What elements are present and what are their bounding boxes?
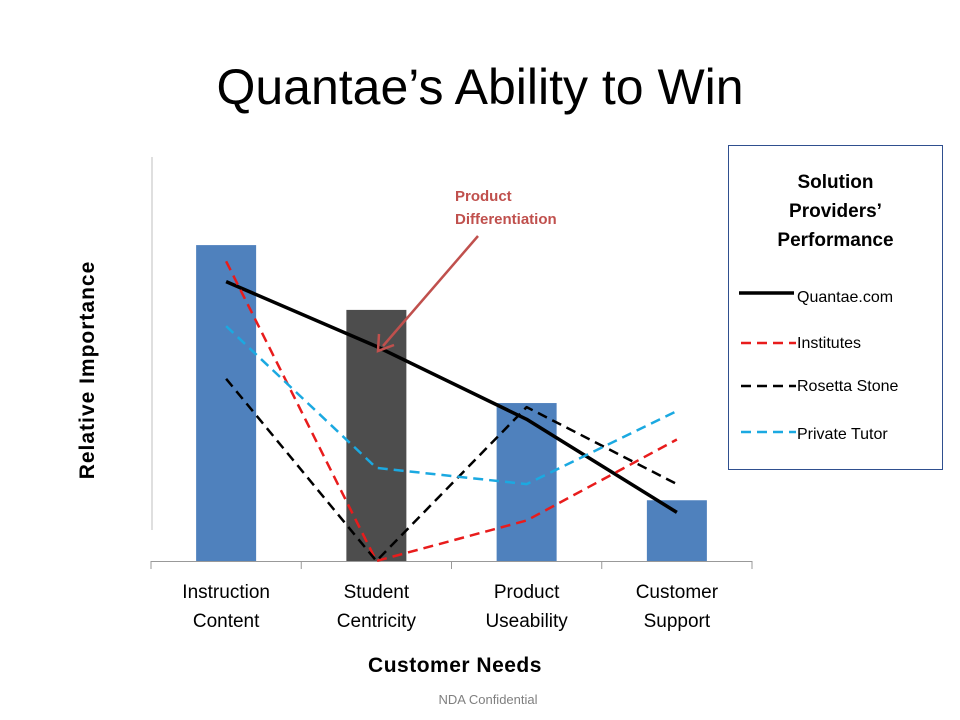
footer-confidential: NDA Confidential xyxy=(438,692,538,707)
annotation-arrow-shaft xyxy=(382,235,479,347)
x-tick-label: Support xyxy=(644,611,711,632)
legend-swatch-rosetta-stone xyxy=(741,384,796,388)
legend-swatch-institutes xyxy=(741,341,796,345)
annotation-arrow-head xyxy=(376,333,395,353)
legend-item-rosetta-stone: Rosetta Stone xyxy=(739,376,939,400)
series-line-private-tutor xyxy=(225,325,678,486)
x-axis-label: Customer Needs xyxy=(368,654,542,677)
x-tick-label: Product xyxy=(494,582,560,603)
series-line-rosetta-stone xyxy=(225,378,678,563)
legend-item-institutes: Institutes xyxy=(739,333,939,357)
legend-label-institutes: Institutes xyxy=(797,335,862,352)
x-tick-label: Content xyxy=(193,611,260,632)
legend-item-private-tutor: Private Tutor xyxy=(739,424,939,448)
bar xyxy=(646,500,707,561)
legend-item-quantae: Quantae.com xyxy=(739,287,939,311)
x-tick-label: Customer xyxy=(636,582,719,603)
annotation-text: Differentiation xyxy=(455,211,557,228)
series-line-quantae xyxy=(225,279,678,514)
legend-label-rosetta-stone: Rosetta Stone xyxy=(797,378,899,395)
x-tick-label: Centricity xyxy=(337,611,417,632)
x-tick-label: Instruction xyxy=(182,582,270,603)
chart-title: Quantae’s Ability to Win xyxy=(216,59,744,115)
legend-swatch-quantae xyxy=(739,291,794,295)
legend-title-line: Performance xyxy=(777,230,894,251)
legend: Solution Providers’ Performance Quantae.… xyxy=(728,145,943,470)
legend-label-private-tutor: Private Tutor xyxy=(797,426,888,443)
legend-title-line: Solution xyxy=(797,172,874,193)
y-axis-label: Relative Importance xyxy=(76,260,99,480)
legend-title-line: Providers’ xyxy=(789,201,882,222)
legend-title: Solution Providers’ Performance xyxy=(729,168,942,255)
annotation-text: Product xyxy=(455,188,512,205)
x-tick-label: Useability xyxy=(485,611,568,632)
x-tick-label: Student xyxy=(344,582,410,603)
legend-label-quantae: Quantae.com xyxy=(797,289,894,306)
legend-swatch-private-tutor xyxy=(741,430,796,434)
bar xyxy=(196,245,257,561)
series-line-institutes xyxy=(225,260,678,563)
